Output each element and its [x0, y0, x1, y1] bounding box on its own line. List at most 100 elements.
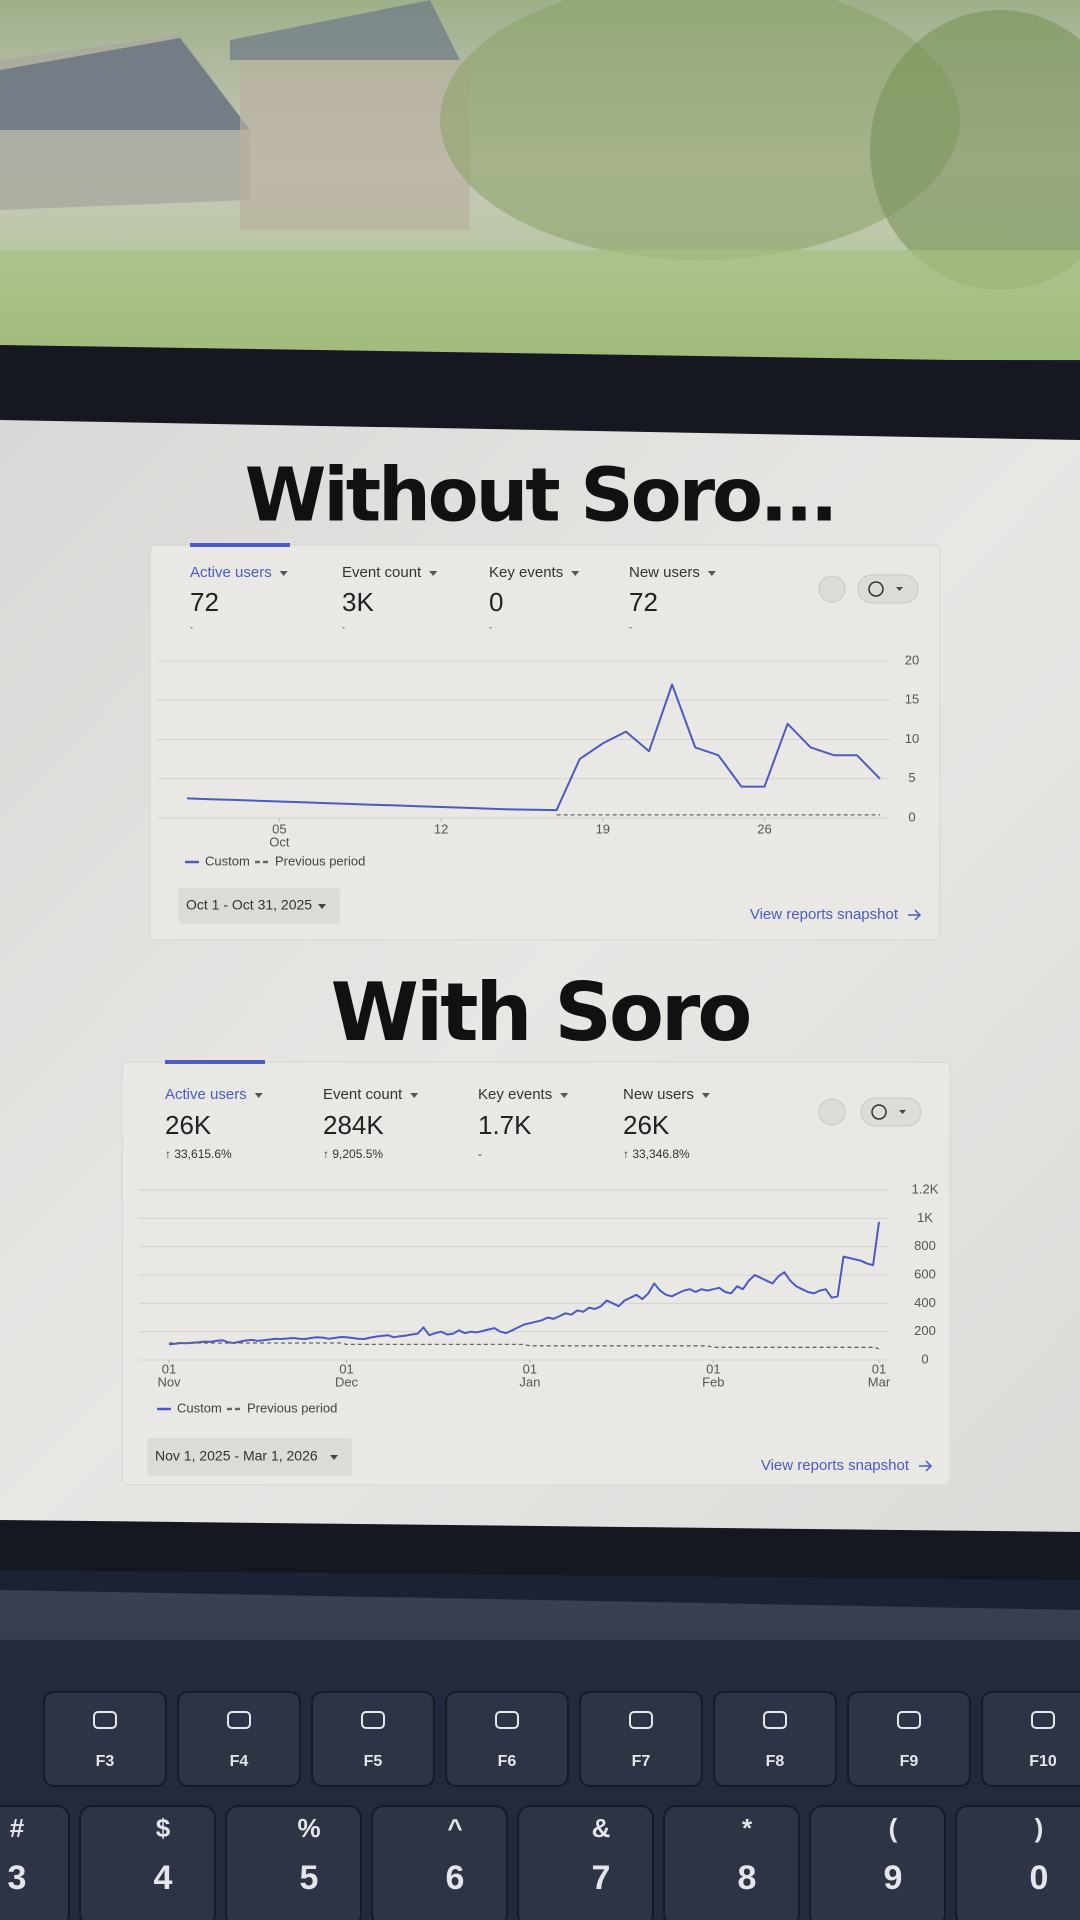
metric-change: ↑ 33,346.8%	[623, 1147, 690, 1161]
roof	[0, 38, 250, 130]
tab-indicator	[165, 1060, 265, 1064]
x-tick-label: Jan	[519, 1374, 540, 1389]
metric-label[interactable]: Active users	[190, 564, 272, 581]
dropdown-arrow	[571, 571, 580, 576]
chart-panel: Without Soro... Active users 72 - Event coun…	[149, 453, 941, 941]
y-tick-label: 10	[905, 731, 919, 746]
series-line	[186, 683, 881, 812]
x-tick-label: 19	[596, 821, 610, 836]
dropdown-arrow	[899, 1110, 906, 1114]
legend-label: Custom	[177, 1400, 222, 1415]
x-tick-label: 01	[872, 1361, 886, 1376]
metric-label[interactable]: New users	[623, 1086, 694, 1103]
key-icon	[897, 1711, 921, 1729]
metric-change: -	[190, 622, 193, 632]
key-label: F7	[632, 1753, 651, 1770]
key-label: 9	[884, 1859, 903, 1897]
dropdown-arrow	[701, 1093, 710, 1098]
x-tick-label: Feb	[702, 1374, 724, 1389]
key-shift: )	[1035, 1813, 1044, 1843]
x-tick-label: 01	[339, 1361, 353, 1376]
icon-button[interactable]	[857, 574, 919, 604]
metric-label[interactable]: Active users	[165, 1086, 247, 1103]
x-tick-label: 26	[757, 821, 771, 836]
legend-label: Custom	[205, 853, 250, 868]
date-range-button[interactable]	[147, 1438, 352, 1476]
key-shift: *	[742, 1813, 753, 1843]
metric-value: 26K	[165, 1110, 212, 1140]
x-tick-label: 01	[523, 1361, 537, 1376]
metric-label[interactable]: Event count	[323, 1086, 403, 1103]
x-tick-label: 01	[162, 1361, 176, 1376]
key-label: F3	[96, 1753, 115, 1770]
legend-label: Previous period	[247, 1400, 337, 1415]
key-label: 4	[154, 1859, 173, 1897]
link[interactable]: View reports snapshot	[750, 906, 899, 923]
key	[579, 1691, 703, 1787]
card	[121, 1061, 951, 1486]
dropdown-arrow	[896, 587, 903, 591]
dropdown-arrow	[279, 571, 288, 576]
x-tick-label: 01	[706, 1361, 720, 1376]
dropdown-arrow	[707, 571, 716, 576]
x-tick-label: Nov	[157, 1374, 181, 1389]
metric-change: -	[342, 622, 345, 632]
metric-value: 26K	[623, 1110, 670, 1140]
metric-change: ↑ 9,205.5%	[323, 1147, 383, 1161]
x-tick-label: 12	[434, 821, 448, 836]
y-tick-label: 1K	[917, 1210, 933, 1225]
dropdown-arrow	[429, 571, 438, 576]
metric-value: 72	[190, 587, 219, 617]
key-label: 6	[446, 1859, 465, 1897]
y-tick-label: 20	[905, 652, 919, 667]
date-range-button[interactable]	[178, 888, 340, 924]
y-tick-label: 0	[921, 1351, 928, 1366]
key	[177, 1691, 301, 1787]
x-tick-label: Oct	[269, 834, 290, 849]
metric-label[interactable]: Event count	[342, 564, 422, 581]
key-shift: $	[156, 1813, 171, 1843]
legend-label: Previous period	[275, 853, 365, 868]
x-tick-label: Dec	[335, 1374, 359, 1389]
metric-label[interactable]: New users	[629, 564, 700, 581]
link[interactable]: View reports snapshot	[761, 1457, 910, 1474]
metric-value: 1.7K	[478, 1110, 532, 1140]
key	[809, 1805, 946, 1920]
y-tick-label: 800	[914, 1238, 936, 1253]
link-arrow	[908, 909, 922, 921]
key-label: F6	[498, 1753, 517, 1770]
key-label: F9	[900, 1753, 919, 1770]
key-label: 0	[1030, 1859, 1049, 1897]
key	[663, 1805, 800, 1920]
key	[79, 1805, 216, 1920]
trees	[870, 10, 1080, 290]
key	[847, 1691, 971, 1787]
y-tick-label: 5	[908, 770, 915, 785]
dropdown-arrow	[560, 1093, 569, 1098]
roof	[230, 0, 460, 60]
key-icon	[227, 1711, 251, 1729]
metric-label[interactable]: Key events	[489, 564, 563, 581]
key	[981, 1691, 1080, 1787]
key-label: F10	[1029, 1753, 1057, 1770]
key	[517, 1805, 654, 1920]
icon-button[interactable]	[818, 1098, 846, 1126]
key-label: 5	[300, 1859, 319, 1897]
metric-value: 72	[629, 587, 658, 617]
dropdown-arrow	[410, 1093, 419, 1098]
y-tick-label: 1.2K	[912, 1181, 939, 1196]
y-tick-label: 600	[914, 1266, 936, 1281]
x-tick-label: Mar	[868, 1374, 891, 1389]
icon-button[interactable]	[860, 1097, 922, 1127]
dropdown-arrow	[330, 1455, 338, 1460]
icon-button[interactable]	[818, 575, 846, 603]
key	[955, 1805, 1080, 1920]
key-icon	[629, 1711, 653, 1729]
key-icon	[495, 1711, 519, 1729]
metric-change: -	[489, 622, 492, 632]
key-label: F4	[230, 1753, 249, 1770]
lawn	[0, 250, 1080, 360]
key	[0, 1805, 70, 1920]
house	[240, 60, 470, 230]
metric-label[interactable]: Key events	[478, 1086, 552, 1103]
